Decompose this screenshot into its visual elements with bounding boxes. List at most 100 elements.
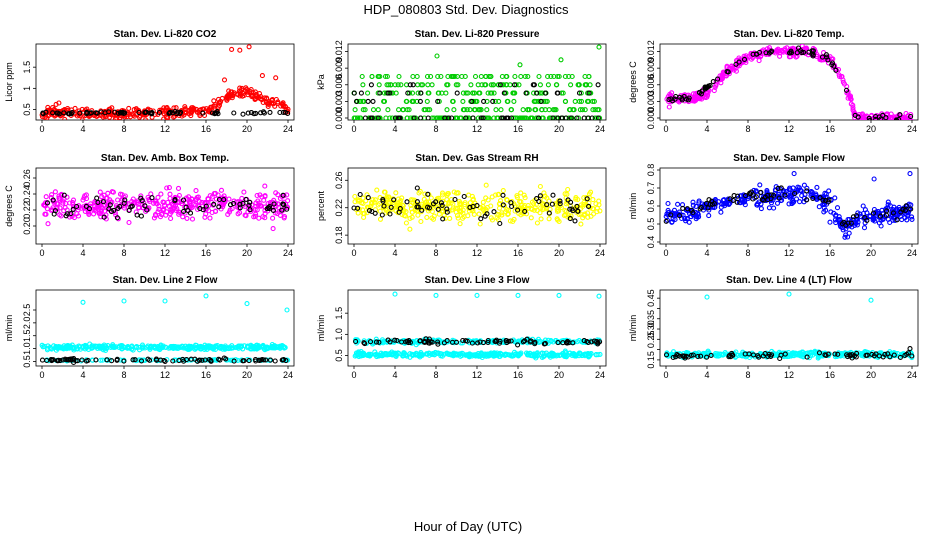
data-point [373,339,380,345]
data-point [230,345,236,351]
data-point [867,117,873,120]
data-point [42,211,48,217]
data-point [231,110,237,116]
data-point [819,54,826,60]
data-point [525,205,532,211]
data-point [478,115,484,120]
data-point [582,351,588,357]
data-point [877,213,884,219]
x-tick-label: 24 [283,124,293,134]
data-point [558,57,564,63]
data-point [532,98,538,104]
data-point [567,216,573,222]
data-point [391,197,397,203]
data-point [139,198,145,204]
data-point [419,207,425,213]
data-point [360,200,366,206]
plot-area [663,291,915,362]
data-point [265,103,271,109]
y-tick-label: 1.5 [334,307,344,320]
data-point [203,345,210,351]
data-point [247,207,253,213]
x-tick-label: 16 [513,124,523,134]
data-point [396,107,402,113]
data-point [190,105,196,111]
data-point [528,205,534,212]
data-point [680,205,686,211]
data-point [383,115,389,120]
data-point [690,202,696,208]
data-point [280,357,286,363]
data-point [377,208,383,214]
data-point [594,339,600,345]
data-point [424,73,431,80]
data-point [427,107,433,113]
data-point [845,95,851,101]
data-point [106,114,113,120]
data-point [458,202,464,208]
data-point [477,221,483,227]
data-point [444,338,450,344]
data-point [541,98,547,104]
data-point [717,351,723,357]
data-point [375,115,381,120]
data-point [155,209,161,215]
data-point [392,350,398,356]
data-point [550,115,556,120]
data-point [756,354,762,360]
data-point [248,110,254,116]
panel-title: Stan. Dev. Line 2 Flow [113,275,218,286]
data-point [522,195,528,201]
data-point [149,111,155,117]
x-tick-label: 4 [704,370,709,380]
data-point [417,98,423,104]
data-point [180,197,187,203]
data-point [542,341,548,347]
y-tick-label: 0.35 [646,310,656,328]
data-point [538,98,544,104]
data-point [147,357,153,363]
data-point [193,188,199,194]
data-point [464,338,470,344]
y-tick-label: 0.26 [334,172,344,190]
data-point [352,193,358,200]
data-point [168,215,174,222]
data-point [147,346,153,352]
data-point [896,204,902,210]
data-point [409,209,415,215]
x-tick-label: 8 [121,248,126,258]
y-tick-label: 1.5 [22,61,32,74]
data-point [864,352,870,358]
data-point [555,205,562,211]
data-point [404,199,410,205]
data-point [254,192,260,199]
data-point [359,73,365,80]
data-point [582,107,588,113]
plot-area [351,182,603,232]
data-point [386,82,392,88]
x-tick-label: 24 [595,124,605,134]
data-point [213,196,219,202]
data-point [795,45,802,51]
data-point [147,198,153,205]
x-tick-label: 8 [745,248,750,258]
data-point [158,191,164,197]
data-point [798,188,804,194]
data-point [365,90,371,96]
data-point [544,202,550,208]
data-point [835,67,842,73]
y-tick-label: 0.5 [646,218,656,231]
data-point [750,192,756,198]
data-point [568,115,574,120]
data-point [766,205,772,211]
data-point [788,193,794,199]
data-point [136,114,143,120]
data-point [533,201,539,208]
data-point [833,67,839,73]
data-point [698,91,704,97]
data-point [357,115,363,120]
data-point [243,213,249,219]
data-point [594,115,600,120]
data-point [424,351,431,357]
data-point [846,230,852,236]
